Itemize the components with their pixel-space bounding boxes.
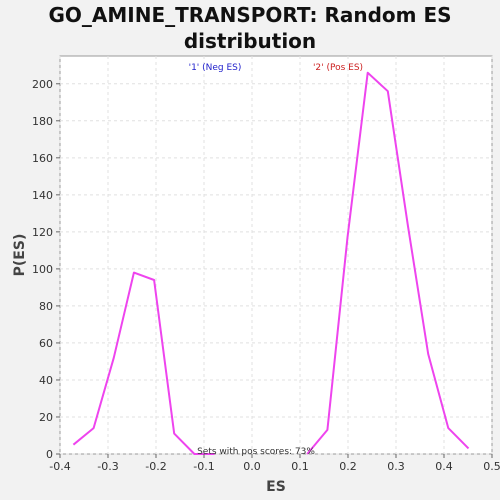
- x-tick-label: -0.2: [145, 460, 166, 473]
- grid-layer: [59, 56, 493, 455]
- legend-entry-pos: '2' (Pos ES): [313, 63, 363, 73]
- series-layer: [72, 71, 470, 455]
- ticks-layer: -0.4 -0.3 -0.2 -0.1 0.0 0.1 0.2 0.3 0.4 0.5 0 20 40 6…: [32, 78, 500, 473]
- series-line-2: [306, 71, 470, 455]
- x-tick-label: 0.3: [387, 460, 405, 473]
- x-tick-label: 0.2: [339, 460, 357, 473]
- x-tick-label: -0.4: [49, 460, 70, 473]
- y-tick-label: 140: [32, 189, 53, 202]
- y-tick-label: 0: [46, 448, 53, 461]
- chart-title-line-1: GO_AMINE_TRANSPORT: Random ES: [48, 3, 452, 27]
- y-tick-label: 40: [39, 374, 53, 387]
- y-axis-title: P(ES): [12, 234, 28, 277]
- plot-area: [59, 55, 493, 455]
- x-tick-label: 0.5: [483, 460, 500, 473]
- y-tick-label: 80: [39, 300, 53, 313]
- y-tick-label: 120: [32, 226, 53, 239]
- x-tick-label: 0.1: [291, 460, 309, 473]
- y-tick-label: 200: [32, 78, 53, 91]
- y-tick-label: 20: [39, 411, 53, 424]
- series-line-1: [72, 271, 215, 455]
- x-tick-label: -0.3: [97, 460, 118, 473]
- y-tick-label: 100: [32, 263, 53, 276]
- legend-entry-neg: '1' (Neg ES): [189, 63, 242, 73]
- y-tick-label: 180: [32, 115, 53, 128]
- x-tick-label: 0.0: [243, 460, 261, 473]
- chart-title: GO_AMINE_TRANSPORT: Random ES distributi…: [0, 2, 500, 54]
- y-tick-label: 60: [39, 337, 53, 350]
- x-tick-label: 0.4: [435, 460, 453, 473]
- x-tick-label: -0.1: [193, 460, 214, 473]
- y-tick-label: 160: [32, 152, 53, 165]
- chart-title-line-2: distribution: [183, 29, 317, 53]
- x-axis-title: ES: [266, 479, 286, 495]
- chart-annotation: Sets with pos scores: 73%: [197, 447, 315, 457]
